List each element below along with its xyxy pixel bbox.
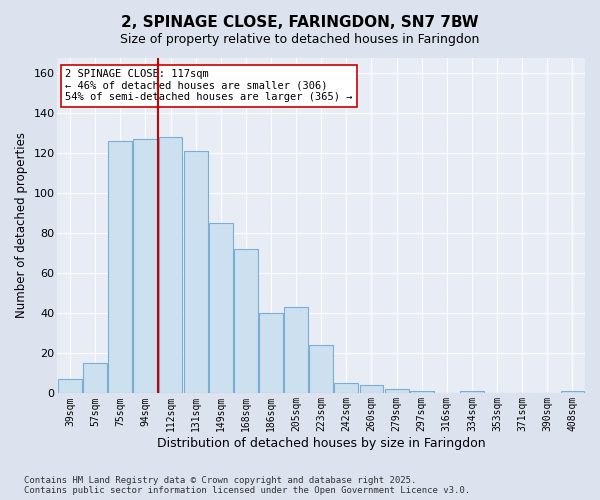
Bar (359, 386, 383, 394)
Bar (284, 308, 308, 394)
Bar (184, 152, 208, 394)
Bar (309, 346, 333, 394)
Bar (133, 140, 157, 394)
Bar (109, 142, 132, 394)
Bar (385, 390, 409, 394)
Text: 2, SPINAGE CLOSE, FARINGDON, SN7 7BW: 2, SPINAGE CLOSE, FARINGDON, SN7 7BW (121, 15, 479, 30)
Text: Size of property relative to detached houses in Faringdon: Size of property relative to detached ho… (121, 32, 479, 46)
Text: 2 SPINAGE CLOSE: 117sqm
← 46% of detached houses are smaller (306)
54% of semi-d: 2 SPINAGE CLOSE: 117sqm ← 46% of detache… (65, 70, 353, 102)
Bar (234, 250, 258, 394)
Bar (410, 392, 434, 394)
Bar (560, 392, 584, 394)
Text: Contains HM Land Registry data © Crown copyright and database right 2025.
Contai: Contains HM Land Registry data © Crown c… (24, 476, 470, 495)
Bar (158, 138, 182, 394)
Bar (259, 314, 283, 394)
Bar (209, 224, 233, 394)
Y-axis label: Number of detached properties: Number of detached properties (15, 132, 28, 318)
X-axis label: Distribution of detached houses by size in Faringdon: Distribution of detached houses by size … (157, 437, 485, 450)
Bar (460, 392, 484, 394)
Bar (83, 364, 107, 394)
Bar (58, 380, 82, 394)
Bar (334, 384, 358, 394)
